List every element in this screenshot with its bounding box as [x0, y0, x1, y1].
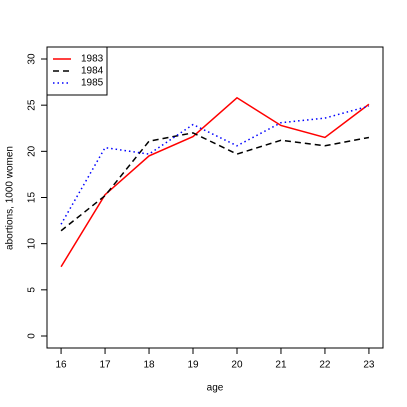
legend-label: 1985: [81, 78, 104, 89]
x-axis-label: age: [207, 383, 224, 394]
series-line: [60, 132, 370, 232]
y-tick-label: 20: [27, 145, 38, 157]
y-tick-label: 15: [27, 192, 38, 204]
x-tick-label: 18: [143, 360, 155, 371]
x-tick-label: 19: [187, 360, 199, 371]
x-tick-label: 16: [56, 360, 68, 371]
y-tick-label: 30: [27, 53, 38, 65]
y-tick-label: 0: [27, 333, 38, 339]
x-tick-label: 21: [275, 360, 287, 371]
series-line: [60, 96, 370, 268]
y-tick-label: 10: [27, 238, 38, 250]
legend-label: 1983: [81, 54, 104, 65]
x-tick-label: 22: [319, 360, 331, 371]
y-axis-label: abortions, 1000 women: [5, 146, 16, 250]
series-line: [60, 105, 370, 225]
legend-label: 1984: [81, 66, 104, 77]
y-tick-label: 25: [27, 99, 38, 111]
x-tick-label: 17: [99, 360, 111, 371]
x-tick-label: 23: [363, 360, 375, 371]
x-tick-label: 20: [231, 360, 243, 371]
y-tick-label: 5: [27, 287, 38, 293]
